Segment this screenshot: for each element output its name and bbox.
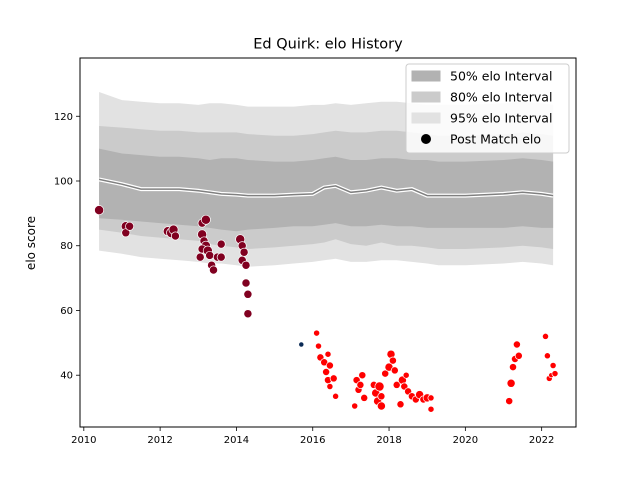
axes: 2010 2012 2014 2016 2018 2020 2022 40 60 80 100 120: [54, 57, 577, 446]
post-match-point: [200, 214, 211, 225]
post-match-point: [377, 392, 386, 401]
y-tick-label: 120: [54, 112, 73, 123]
x-tick-label: 2014: [224, 435, 249, 446]
post-match-point: [551, 370, 559, 378]
post-match-point: [324, 350, 332, 358]
chart-title: Ed Quirk: elo History: [253, 37, 403, 53]
post-match-point: [94, 205, 105, 216]
post-match-point: [125, 221, 135, 231]
y-tick-label: 80: [60, 241, 73, 252]
y-tick-label: 60: [60, 306, 73, 317]
x-tick-label: 2022: [529, 435, 554, 446]
post-match-point: [356, 380, 365, 389]
post-match-point: [381, 369, 390, 378]
x-tick-label: 2018: [376, 435, 401, 446]
post-match-point: [549, 362, 557, 369]
series-early: [94, 205, 253, 319]
post-match-point: [427, 405, 435, 413]
legend-swatch-3: [411, 112, 441, 124]
legend-entry-label: Post Match elo: [450, 132, 541, 147]
legend-swatch-1: [411, 70, 441, 82]
post-match-point: [388, 356, 397, 365]
legend-swatch-2: [411, 91, 441, 103]
band-50: [99, 148, 554, 232]
legend-box: [405, 63, 570, 154]
post-match-point: [505, 397, 514, 406]
y-axis-label: elo score: [24, 216, 38, 270]
post-match-point: [512, 340, 521, 349]
post-match-point: [243, 309, 253, 319]
legend-entry-label: 50% elo Interval: [450, 69, 552, 84]
x-tick-label: 2012: [147, 435, 172, 446]
post-match-point: [402, 371, 410, 379]
post-match-point: [205, 250, 215, 260]
legend: 50% elo Interval 80% elo Interval 95% elo …: [405, 63, 570, 154]
legend-entry-label: 80% elo Interval: [450, 90, 552, 105]
post-match-point: [315, 342, 322, 350]
post-match-point: [509, 363, 517, 372]
post-match-point: [332, 392, 340, 400]
post-match-point: [543, 352, 551, 360]
post-match-point: [329, 374, 338, 383]
post-match-point: [298, 341, 305, 348]
x-tick-label: 2016: [300, 435, 325, 446]
series-mid: [298, 341, 305, 348]
post-match-point: [121, 228, 131, 238]
x-tick-label: 2010: [71, 435, 96, 446]
post-match-point: [376, 401, 386, 411]
post-match-point: [374, 381, 385, 392]
post-match-point: [239, 247, 249, 257]
post-match-point: [360, 393, 369, 402]
post-match-point: [243, 289, 253, 299]
y-tick-label: 100: [54, 177, 73, 188]
median-line: [98, 178, 554, 197]
post-match-point: [396, 400, 405, 409]
post-match-point: [392, 380, 401, 389]
legend-marker: [421, 134, 431, 144]
post-match-point: [216, 239, 226, 249]
post-match-point: [241, 260, 251, 270]
post-match-point: [170, 231, 180, 241]
post-match-point: [216, 252, 226, 262]
post-match-point: [195, 252, 205, 262]
post-match-point: [241, 278, 251, 288]
post-match-point: [514, 351, 523, 360]
post-match-point: [322, 368, 331, 376]
axes-frame: [79, 57, 577, 428]
post-match-point: [209, 265, 218, 275]
post-match-point: [325, 361, 334, 370]
post-match-point: [326, 383, 334, 390]
post-match-point: [313, 329, 321, 337]
post-match-point: [351, 402, 359, 410]
post-match-point: [390, 366, 399, 375]
legend-entry-label: 95% elo Interval: [450, 111, 552, 126]
post-match-point: [506, 378, 516, 388]
post-match-point: [427, 394, 435, 402]
post-match-point: [358, 371, 367, 380]
y-tick-label: 40: [60, 371, 73, 382]
post-match-point: [542, 332, 549, 340]
series-late: [313, 329, 559, 413]
x-tick-label: 2020: [453, 435, 478, 446]
